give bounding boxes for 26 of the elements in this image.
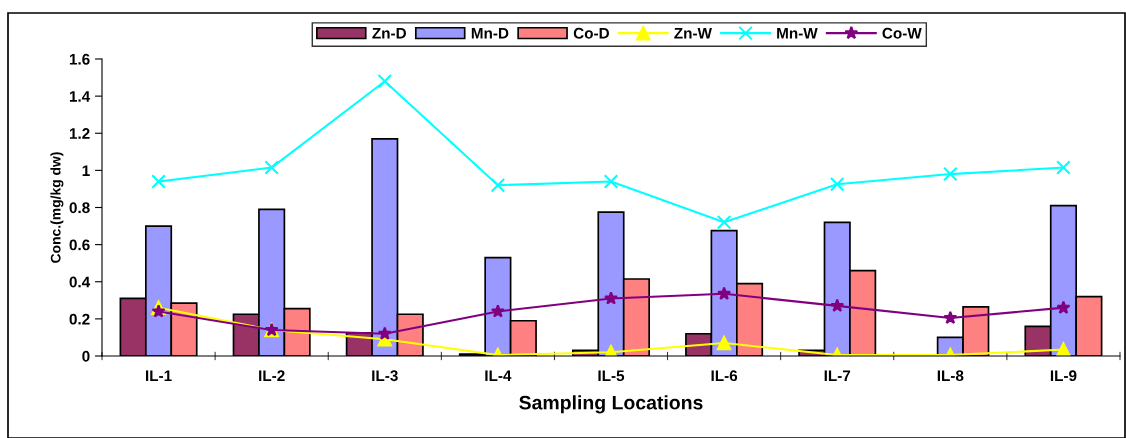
legend-label: Mn-W <box>777 27 818 39</box>
y-tick-label: 0.8 <box>69 202 90 214</box>
x-tick-label: IL-6 <box>711 370 738 382</box>
x-tick-label: IL-3 <box>372 370 398 382</box>
x-axis-title: Sampling Locations <box>519 395 703 414</box>
legend-label: Co-W <box>882 27 922 39</box>
x-tick-label: IL-7 <box>824 370 851 381</box>
y-tick-label: 0 <box>82 350 90 362</box>
x-tick-label: IL-9 <box>1050 370 1077 382</box>
y-tick-label: 0.6 <box>69 239 90 251</box>
y-tick-label: 1.4 <box>69 91 91 102</box>
y-tick-label: 1.2 <box>69 128 90 139</box>
y-tick-label: 1 <box>82 165 90 176</box>
x-tick-label: IL-2 <box>259 370 285 381</box>
x-tick-label: IL-1 <box>146 370 172 381</box>
x-tick-label: IL-5 <box>598 370 625 382</box>
legend-label: Zn-D <box>372 27 406 39</box>
legend-label: Zn-W <box>674 27 712 39</box>
legend-label: Co-D <box>573 27 609 39</box>
legend-label: Mn-D <box>471 27 509 39</box>
y-tick-label: 0.2 <box>69 313 90 325</box>
y-axis-title: Conc.(mg/kg dw) <box>50 152 64 263</box>
x-tick-label: IL-8 <box>937 370 964 382</box>
x-tick-label: IL-4 <box>485 370 512 381</box>
y-tick-label: 1.6 <box>69 53 90 65</box>
y-tick-label: 0.4 <box>69 276 91 288</box>
